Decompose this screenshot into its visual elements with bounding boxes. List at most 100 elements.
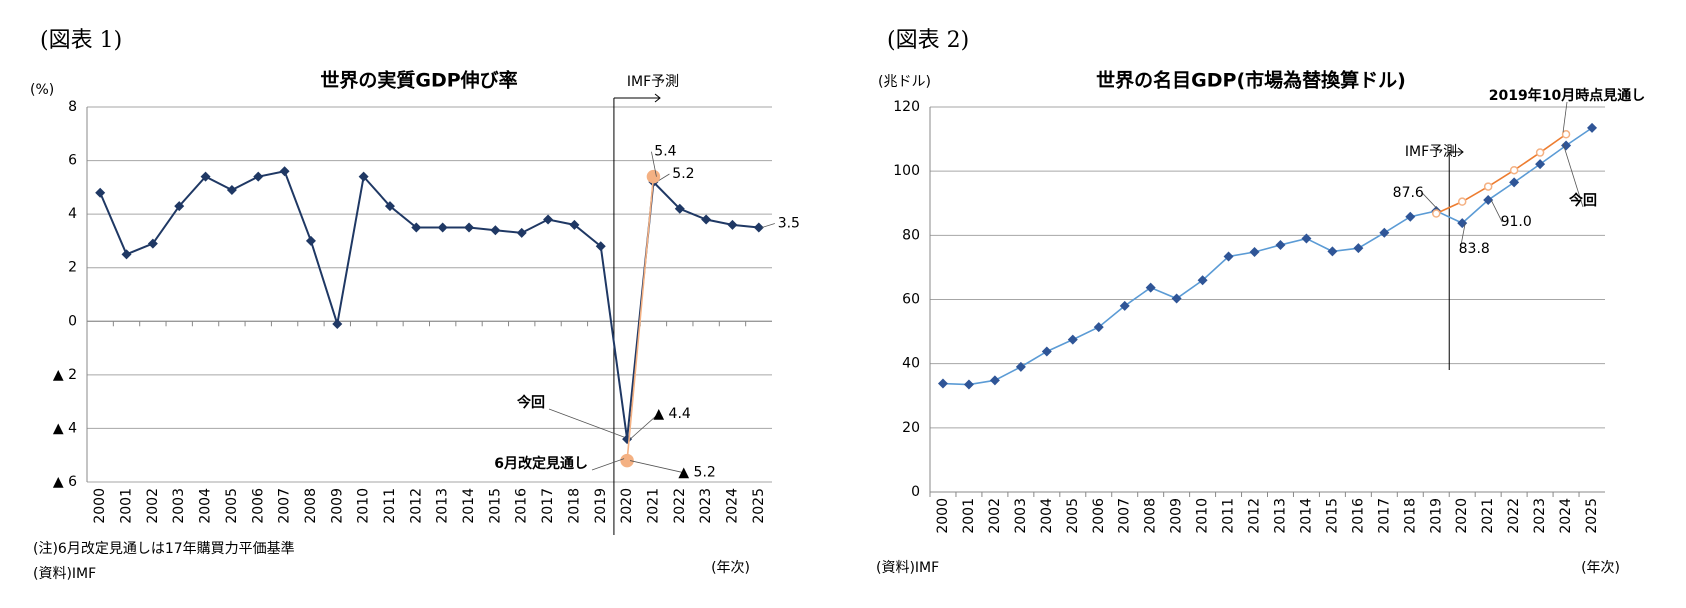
forecast-label: IMF予測 bbox=[1405, 144, 1457, 160]
value-label: ▲ 5.2 bbox=[678, 465, 715, 481]
y-unit: (%) bbox=[30, 82, 54, 98]
marker bbox=[1561, 140, 1572, 151]
x-tick-label: 2003 bbox=[171, 488, 187, 524]
x-tick-label: 2007 bbox=[277, 488, 293, 524]
marker bbox=[1405, 211, 1416, 222]
marker bbox=[1509, 177, 1520, 188]
marker bbox=[1379, 227, 1390, 238]
y-tick-label: 0 bbox=[911, 484, 920, 500]
marker bbox=[253, 171, 264, 182]
x-tick-label: 2024 bbox=[1558, 498, 1574, 534]
marker bbox=[1483, 195, 1494, 206]
marker bbox=[1145, 282, 1156, 293]
label-leader bbox=[1421, 192, 1440, 212]
forecast-arrowhead bbox=[654, 93, 661, 103]
x-tick-label: 2000 bbox=[92, 488, 108, 524]
x-tick-label: 2015 bbox=[1324, 498, 1340, 534]
marker bbox=[1587, 122, 1598, 133]
y-tick-label: ▲ 6 bbox=[53, 474, 77, 490]
marker bbox=[963, 379, 974, 390]
y-tick-label: 100 bbox=[893, 163, 920, 179]
marker bbox=[727, 219, 738, 230]
marker bbox=[620, 453, 634, 468]
y-tick-label: 6 bbox=[68, 153, 77, 169]
series-line bbox=[99, 170, 759, 440]
x-tick-label: 2019 bbox=[1428, 498, 1444, 534]
y-tick-label: 40 bbox=[902, 356, 920, 372]
x-tick-label: 2016 bbox=[514, 488, 530, 524]
x-tick-label: 2003 bbox=[1013, 498, 1029, 534]
series-name: 2019年10月時点見通し bbox=[1489, 87, 1645, 104]
source: (資料)IMF bbox=[33, 566, 96, 582]
x-tick-label: 2002 bbox=[145, 488, 161, 524]
marker bbox=[989, 375, 1000, 386]
x-tick-label: 2013 bbox=[1272, 498, 1288, 534]
x-tick-label: 2022 bbox=[672, 488, 688, 524]
marker bbox=[1067, 334, 1078, 345]
y-tick-label: 80 bbox=[902, 227, 920, 243]
marker bbox=[1561, 130, 1571, 139]
x-tick-label: 2005 bbox=[1065, 498, 1081, 534]
figure-label: (図表 2) bbox=[887, 28, 969, 53]
name-leader bbox=[1562, 143, 1584, 208]
name-leader bbox=[591, 458, 625, 471]
x-tick-label: 2018 bbox=[1402, 498, 1418, 534]
x-tick-label: 2006 bbox=[1091, 498, 1107, 534]
marker bbox=[1301, 233, 1312, 244]
marker bbox=[95, 187, 106, 198]
marker bbox=[174, 201, 185, 212]
marker bbox=[226, 185, 237, 196]
value-label: 3.5 bbox=[778, 216, 800, 232]
marker bbox=[1197, 275, 1208, 286]
marker bbox=[1353, 243, 1364, 254]
series-name: 今回 bbox=[1568, 192, 1597, 209]
marker bbox=[937, 378, 948, 389]
y-tick-label: ▲ 2 bbox=[53, 367, 77, 383]
marker bbox=[305, 235, 316, 246]
marker bbox=[1509, 165, 1519, 175]
marker bbox=[1093, 322, 1104, 333]
marker bbox=[1015, 361, 1026, 372]
marker bbox=[1457, 197, 1467, 206]
x-tick-label: 2021 bbox=[1480, 498, 1496, 534]
marker bbox=[701, 214, 712, 225]
x-tick-label: 2011 bbox=[382, 488, 398, 524]
value-label: ▲ 4.4 bbox=[653, 406, 691, 422]
x-tick-label: 2012 bbox=[408, 488, 424, 524]
x-tick-label: 2022 bbox=[1506, 498, 1522, 534]
x-tick-label: 2014 bbox=[461, 488, 477, 524]
marker bbox=[332, 318, 343, 329]
value-label: 91.0 bbox=[1501, 214, 1532, 230]
label-leader bbox=[1459, 223, 1466, 250]
marker bbox=[358, 171, 369, 182]
x-tick-label: 2011 bbox=[1221, 498, 1237, 534]
marker bbox=[464, 222, 475, 233]
label-leader bbox=[630, 460, 684, 473]
marker bbox=[411, 222, 422, 233]
marker bbox=[516, 227, 527, 238]
label-leader bbox=[1490, 199, 1503, 223]
value-label: 5.4 bbox=[654, 144, 676, 160]
marker bbox=[200, 171, 211, 182]
x-tick-label: 2009 bbox=[1169, 498, 1185, 534]
x-unit: (年次) bbox=[1581, 560, 1620, 576]
y-tick-label: ▲ 4 bbox=[53, 420, 77, 436]
marker bbox=[1223, 251, 1234, 262]
x-tick-label: 2000 bbox=[935, 498, 951, 534]
x-tick-label: 2004 bbox=[1039, 498, 1055, 534]
x-tick-label: 2016 bbox=[1350, 498, 1366, 534]
x-tick-label: 2020 bbox=[1454, 498, 1470, 534]
name-leader bbox=[548, 408, 625, 438]
marker bbox=[121, 249, 132, 260]
marker bbox=[1535, 159, 1546, 170]
marker bbox=[147, 238, 158, 249]
marker bbox=[437, 222, 448, 233]
x-tick-label: 2004 bbox=[198, 488, 214, 524]
x-tick-label: 2023 bbox=[1532, 498, 1548, 534]
forecast-label: IMF予測 bbox=[627, 74, 679, 90]
series-line bbox=[942, 127, 1593, 386]
x-tick-label: 2001 bbox=[961, 498, 977, 534]
figure-label: (図表 1) bbox=[40, 28, 122, 53]
series-line bbox=[626, 176, 655, 461]
